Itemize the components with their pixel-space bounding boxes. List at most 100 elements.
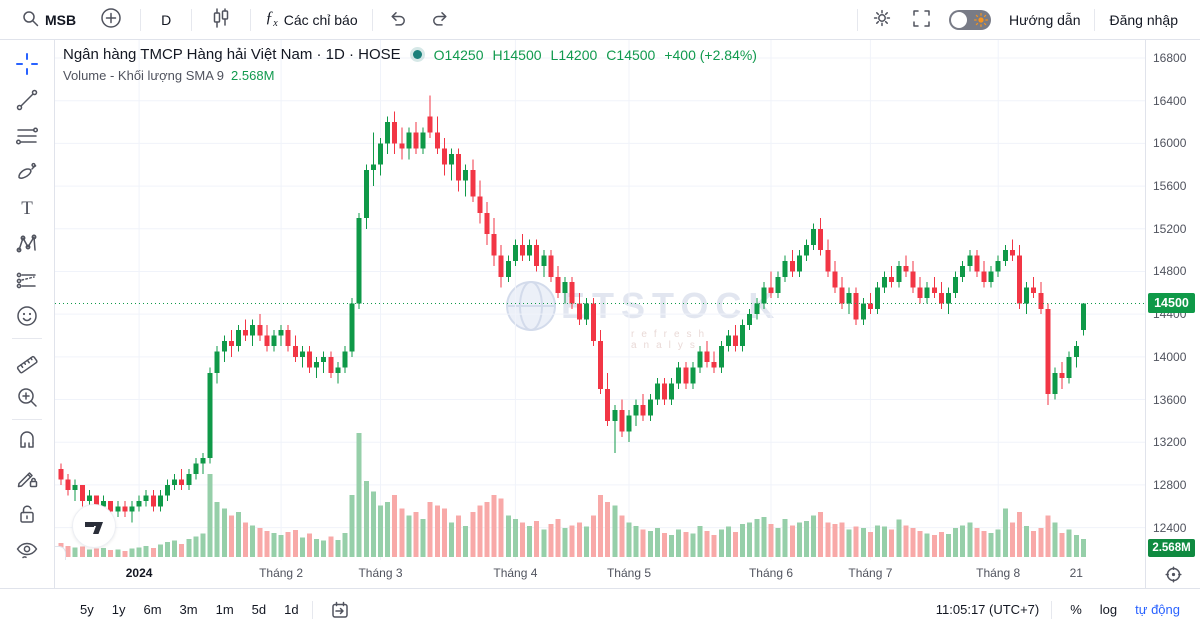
go-to-date-button[interactable] [325, 596, 355, 624]
tradingview-logo[interactable] [72, 504, 116, 548]
range-button-5y[interactable]: 5y [80, 602, 94, 617]
top-toolbar: MSB D ƒx Các chỉ báo [0, 0, 1200, 40]
volume-indicator-value: 2.568M [231, 68, 275, 83]
panel-collapse-handle[interactable]: ‹ [55, 546, 66, 560]
range-button-1m[interactable]: 1m [215, 602, 234, 617]
price-tick-label: 12400 [1153, 520, 1187, 535]
pattern-tool-button[interactable] [8, 226, 46, 262]
toggle-knob [951, 11, 967, 28]
forecast-tool-button[interactable] [8, 262, 46, 298]
indicators-label: Các chỉ báo [283, 11, 358, 28]
magnet-icon [20, 431, 34, 448]
drawing-mode-button[interactable] [8, 460, 46, 496]
range-buttons: 5y 1y 6m 3m 1m 5d 1d [0, 598, 306, 621]
vietstock-watermark: ETSTOCK refresh analys [503, 278, 782, 351]
range-button-5d[interactable]: 5d [251, 602, 267, 617]
measure-tool-button[interactable] [8, 343, 46, 379]
brush-icon [18, 162, 37, 179]
toolbar-separator [140, 8, 142, 31]
settings-button[interactable] [862, 5, 902, 35]
zoom-in-tool-button[interactable] [8, 379, 46, 415]
range-button-3m[interactable]: 3m [179, 602, 198, 617]
fullscreen-button[interactable] [902, 5, 941, 35]
undo-icon [387, 7, 409, 32]
watermark-text: ETSTOCK [561, 285, 782, 326]
chart-canvas [55, 40, 1145, 560]
gear-icon [872, 8, 892, 31]
price-tick-label: 13200 [1153, 435, 1187, 450]
login-button[interactable]: Đăng nhập [1109, 11, 1178, 28]
magnet-tool-button[interactable] [8, 424, 46, 460]
redo-button[interactable] [419, 5, 461, 35]
volume-legend: Volume - Khối lượng SMA 9 2.568M [63, 68, 757, 83]
toolbar-separator [1051, 600, 1053, 619]
time-axis-label: 21 [1069, 566, 1083, 580]
indicators-button[interactable]: ƒx Các chỉ báo [255, 5, 367, 35]
range-button-6m[interactable]: 6m [143, 602, 162, 617]
price-tick-label: 14000 [1153, 349, 1187, 364]
chart-area: ETSTOCK refresh analys Ngân hàng TMCP Hà… [55, 40, 1200, 588]
svg-text:T: T [21, 198, 33, 219]
pencil-lock-icon [17, 472, 38, 488]
range-button-1y[interactable]: 1y [111, 602, 126, 617]
fib-lines-tool-button[interactable] [8, 118, 46, 154]
toolbar-separator [311, 600, 313, 619]
lock-drawings-button[interactable] [8, 496, 46, 532]
time-axis-label: Tháng 5 [606, 566, 652, 580]
price-tick-label: 15200 [1153, 221, 1187, 236]
price-tick-label: 15600 [1153, 179, 1187, 194]
price-tick-label: 16800 [1153, 51, 1187, 65]
toolbar-divider [12, 338, 42, 339]
compare-add-button[interactable] [86, 5, 136, 35]
time-axis-label: Tháng 4 [493, 566, 538, 580]
ohlc-values: O14250 H14500 L14200 C14500 +400 (+2.84%… [433, 46, 757, 63]
crosshair-icon [16, 53, 38, 75]
top-toolbar-left: MSB D ƒx Các chỉ báo [0, 0, 461, 39]
redo-icon [429, 7, 451, 32]
price-tick-label: 12800 [1153, 477, 1187, 492]
symbol-search-button[interactable]: MSB [12, 5, 86, 35]
sun-icon [974, 12, 988, 32]
chart-style-button[interactable] [196, 5, 246, 35]
time-axis-label: Tháng 8 [976, 566, 1021, 580]
toolbar-separator [191, 8, 193, 31]
log-scale-button[interactable]: log [1099, 602, 1118, 617]
top-toolbar-right: Hướng dẫn Đăng nhập [853, 0, 1200, 39]
eye-icon [16, 542, 38, 559]
text-tool-button[interactable]: T [8, 190, 46, 226]
xabcd-pattern-icon [16, 234, 37, 253]
interval-button[interactable]: D [161, 11, 172, 28]
price-tick-label: 16400 [1153, 93, 1187, 108]
ruler-icon [16, 355, 38, 374]
trend-line-tool-button[interactable] [8, 82, 46, 118]
undo-button[interactable] [377, 5, 419, 35]
time-axis-label: 2024 [125, 566, 153, 580]
fullscreen-icon [912, 9, 931, 31]
brush-tool-button[interactable] [8, 154, 46, 190]
hide-drawings-button[interactable] [8, 532, 46, 568]
theme-toggle[interactable] [949, 9, 991, 32]
smiley-icon [17, 306, 37, 326]
bottom-toolbar: 5y 1y 6m 3m 1m 5d 1d 11:05:17 (UTC+7) % log tự… [0, 588, 1200, 630]
auto-scale-button[interactable]: tự động [1135, 602, 1180, 617]
trend-line-icon [16, 89, 38, 111]
emoji-tool-button[interactable] [8, 298, 46, 334]
percent-scale-button[interactable]: % [1070, 602, 1082, 617]
range-button-1d[interactable]: 1d [284, 602, 299, 617]
lock-icon [20, 505, 34, 523]
fx-icon: ƒx [265, 9, 278, 30]
price-axis[interactable]: 16800 16400 16000 15600 15200 14800 14400 14000… [1145, 40, 1200, 560]
symbol-title[interactable]: Ngân hàng TMCP Hàng hải Việt Nam · 1D · … [63, 46, 401, 63]
symbol-text: MSB [45, 11, 77, 28]
time-axis[interactable]: 2024 Tháng 2 Tháng 3 Tháng 4 Tháng 5 Tháng 6 T… [55, 560, 1145, 588]
crosshair-tool-button[interactable] [8, 46, 46, 82]
candlestick-plot[interactable]: ETSTOCK refresh analys Ngân hàng TMCP Hà… [55, 40, 1145, 560]
last-price-badge: 14500 [1148, 293, 1195, 314]
watermark-tagline: refresh analys [631, 329, 712, 351]
toolbar-separator [1094, 8, 1096, 31]
plus-circle-icon [100, 7, 122, 32]
calendar-icon [331, 601, 348, 618]
axis-settings-button[interactable] [1145, 560, 1200, 588]
guide-button[interactable]: Hướng dẫn [1009, 11, 1081, 28]
